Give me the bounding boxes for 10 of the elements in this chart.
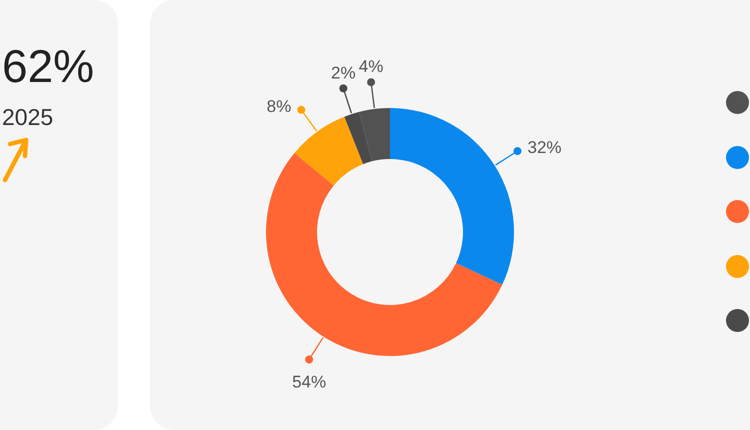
data-label: 2% xyxy=(331,63,356,82)
text: 62% xyxy=(2,40,94,93)
data-label: 54% xyxy=(292,372,326,392)
donut-slice xyxy=(266,152,502,356)
data-label: 8% xyxy=(266,96,292,116)
data-label: 32% xyxy=(527,138,562,158)
data-label: 4% xyxy=(358,57,384,76)
donut-slice xyxy=(294,116,364,186)
text: 2025 xyxy=(2,104,54,130)
donut-slice xyxy=(390,108,514,285)
